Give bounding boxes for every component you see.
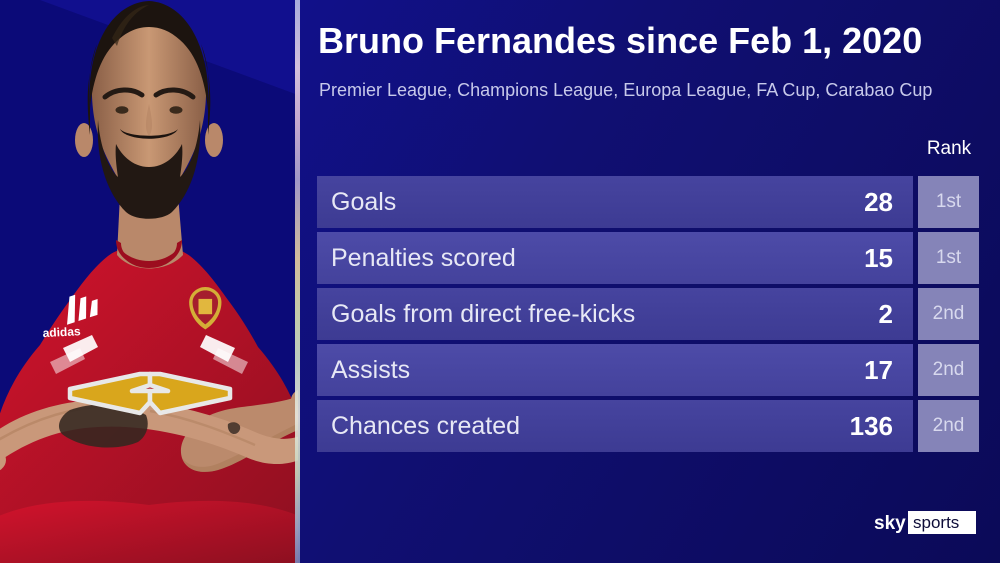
svg-text:adidas: adidas	[42, 324, 81, 340]
svg-text:sky: sky	[874, 513, 906, 534]
svg-text:sports: sports	[913, 513, 959, 532]
